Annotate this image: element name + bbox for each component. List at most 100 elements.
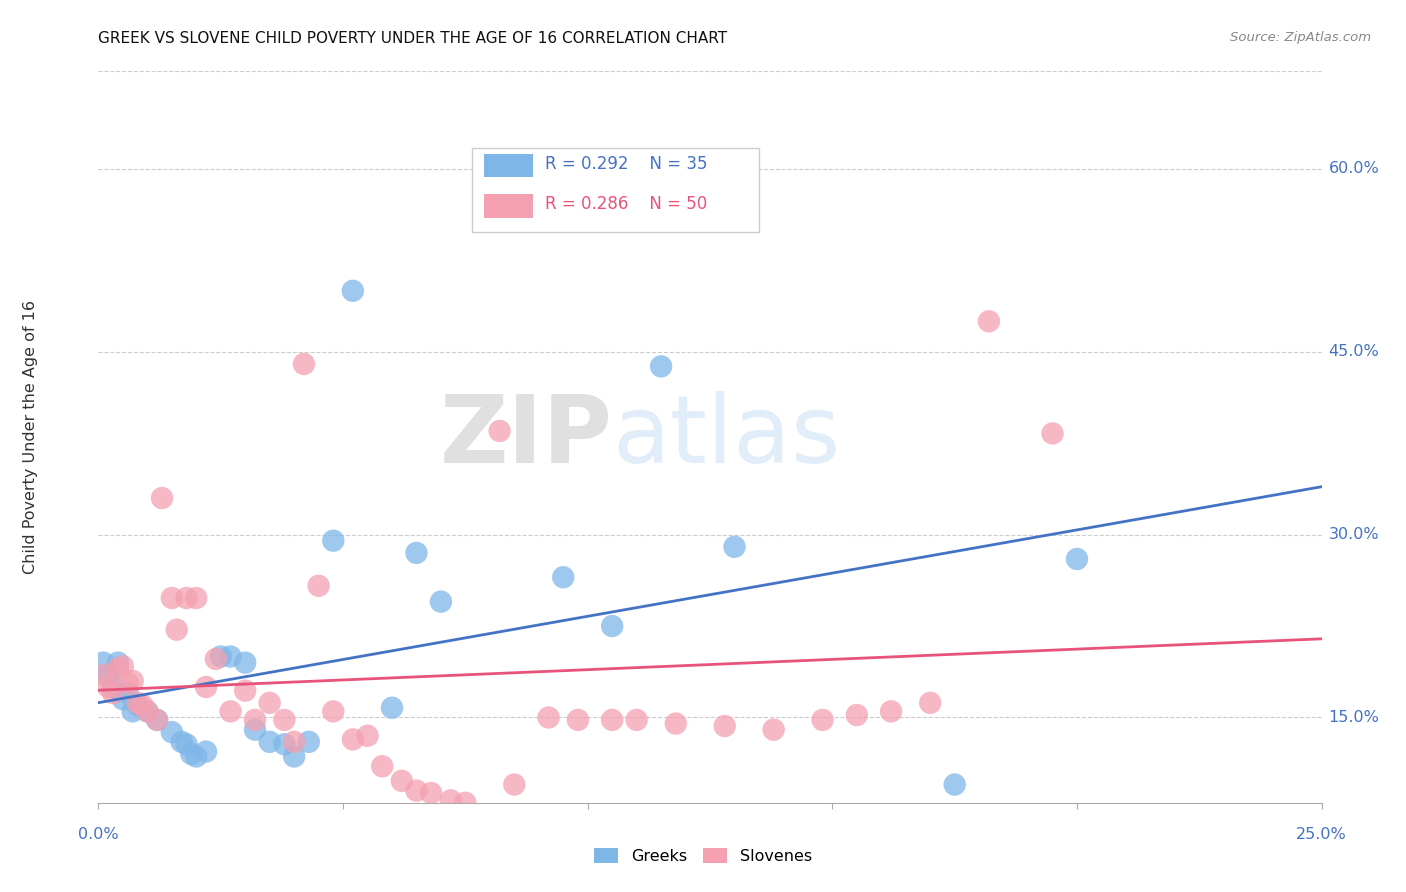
Point (136, 705, 159, 719)
Point (650, 359, 672, 374)
Point (537, 710, 560, 724)
Point (600, 713, 623, 727)
Point (273, 713, 295, 727)
Text: 15.0%: 15.0% (1329, 710, 1379, 725)
Point (111, 692, 134, 706)
Point (259, 735, 281, 749)
Point (176, 591, 198, 605)
Text: Source: ZipAtlas.com: Source: ZipAtlas.com (1230, 31, 1371, 45)
Point (170, 735, 193, 749)
Point (600, 619, 623, 633)
FancyBboxPatch shape (471, 148, 759, 232)
Point (723, 540, 745, 554)
Point (127, 696, 149, 710)
Point (762, 723, 785, 737)
Point (146, 713, 169, 727)
Point (713, 719, 735, 733)
Point (166, 623, 188, 637)
Point (233, 656, 256, 670)
Text: 0.0%: 0.0% (79, 827, 118, 841)
Point (322, 533, 344, 548)
Point (391, 773, 413, 788)
Point (381, 700, 404, 714)
Text: ZIP: ZIP (439, 391, 612, 483)
Point (488, 424, 510, 438)
Point (97, 680, 120, 694)
Point (195, 745, 218, 759)
Point (219, 649, 242, 664)
Point (356, 729, 378, 743)
Point (298, 735, 321, 749)
Point (97, 667, 120, 682)
Point (243, 723, 266, 737)
Point (160, 591, 183, 605)
Point (111, 659, 134, 673)
Point (308, 579, 330, 593)
Point (943, 778, 966, 792)
Text: R = 0.292    N = 35: R = 0.292 N = 35 (546, 155, 707, 173)
Point (430, 595, 453, 609)
Text: R = 0.286    N = 50: R = 0.286 N = 50 (546, 195, 707, 213)
Point (146, 713, 169, 727)
Point (136, 705, 159, 719)
Point (107, 656, 129, 670)
Point (243, 713, 266, 727)
Point (811, 713, 834, 727)
Text: 25.0%: 25.0% (1296, 827, 1347, 841)
Point (91, 656, 114, 670)
Point (977, 314, 1000, 328)
Point (553, 570, 575, 584)
Point (180, 747, 202, 761)
Point (91, 667, 114, 682)
Point (273, 737, 295, 751)
Point (121, 673, 143, 688)
Point (121, 705, 143, 719)
Bar (484, 154, 533, 178)
Point (186, 591, 208, 605)
Point (186, 749, 208, 764)
Point (107, 662, 129, 676)
Point (322, 705, 344, 719)
Point (405, 546, 427, 560)
Bar (484, 194, 533, 218)
Point (117, 676, 139, 690)
Point (626, 713, 648, 727)
Point (209, 649, 232, 664)
Point (292, 357, 315, 371)
Text: 45.0%: 45.0% (1329, 344, 1379, 359)
Point (1066, 552, 1088, 566)
Text: atlas: atlas (612, 391, 841, 483)
Text: Child Poverty Under the Age of 16: Child Poverty Under the Age of 16 (24, 300, 38, 574)
Point (503, 778, 526, 792)
Text: GREEK VS SLOVENE CHILD POVERTY UNDER THE AGE OF 16 CORRELATION CHART: GREEK VS SLOVENE CHILD POVERTY UNDER THE… (98, 31, 727, 46)
Point (665, 716, 688, 731)
Point (117, 686, 139, 700)
Text: 30.0%: 30.0% (1329, 527, 1379, 542)
Point (259, 696, 281, 710)
Point (219, 705, 242, 719)
Point (101, 686, 124, 700)
Point (342, 284, 364, 298)
Text: 60.0%: 60.0% (1329, 161, 1379, 177)
Point (131, 698, 153, 713)
Point (845, 708, 868, 723)
Point (195, 680, 218, 694)
Point (127, 698, 149, 713)
Point (150, 491, 173, 505)
Point (342, 732, 364, 747)
Legend: Greeks, Slovenes: Greeks, Slovenes (588, 842, 818, 871)
Point (1042, 426, 1064, 441)
Point (233, 683, 256, 698)
Point (205, 652, 228, 666)
Point (440, 793, 463, 807)
Point (176, 737, 198, 751)
Point (405, 783, 427, 797)
Point (420, 786, 443, 800)
Point (371, 759, 394, 773)
Point (283, 749, 305, 764)
Point (160, 725, 183, 739)
Point (283, 735, 305, 749)
Point (920, 696, 942, 710)
Point (567, 713, 589, 727)
Point (101, 680, 124, 694)
